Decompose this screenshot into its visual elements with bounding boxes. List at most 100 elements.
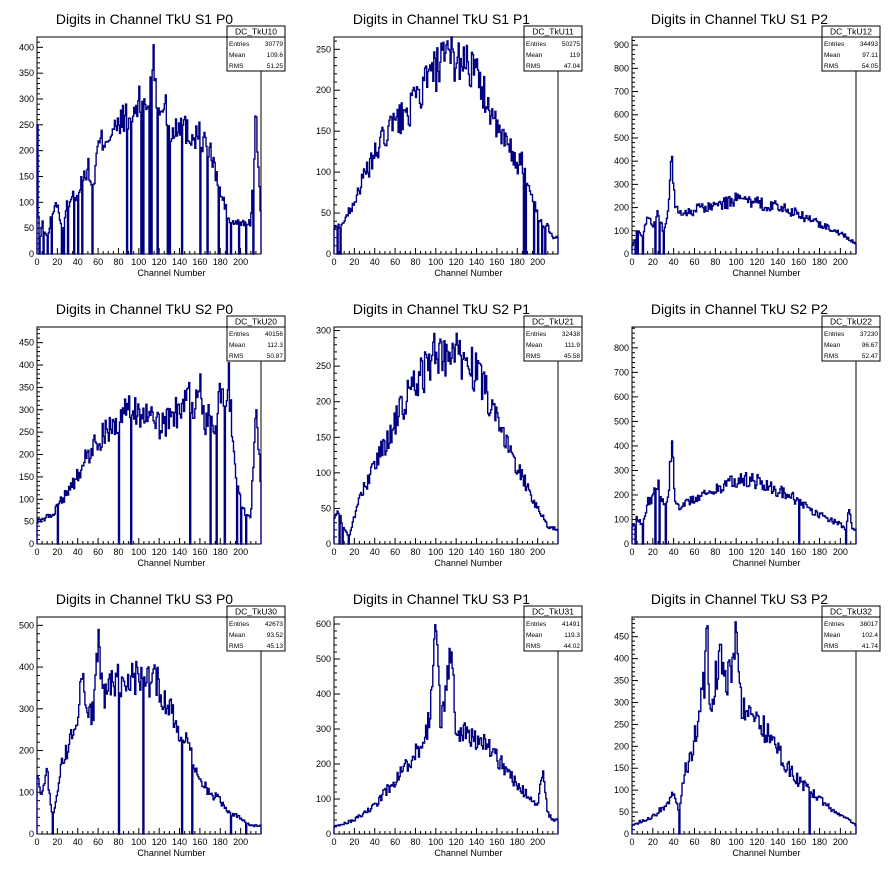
x-tick-label: 20 [349, 257, 359, 267]
x-tick-label: 160 [791, 547, 806, 557]
y-tick-label: 100 [19, 197, 34, 207]
stats-value: 30779 [265, 41, 283, 48]
y-tick-label: 150 [19, 472, 34, 482]
stats-value: 41.74 [862, 643, 879, 650]
x-tick-label: 0 [331, 837, 336, 847]
x-tick-label: 180 [213, 547, 228, 557]
stats-key: RMS [526, 643, 541, 650]
chart-panel: Digits in Channel TkU S3 P20501001502002… [614, 591, 881, 858]
stats-name: DC_TkU20 [235, 317, 277, 327]
y-tick-label: 700 [614, 87, 629, 97]
stats-value: 50275 [562, 41, 580, 48]
histogram-line [333, 624, 559, 834]
x-tick-label: 80 [710, 547, 720, 557]
stats-name: DC_TkU22 [830, 317, 872, 327]
y-tick-label: 200 [316, 85, 331, 95]
stats-value: 45.13 [267, 643, 284, 650]
y-tick-label: 100 [614, 514, 629, 524]
x-tick-label: 160 [192, 547, 207, 557]
x-tick-label: 180 [510, 257, 525, 267]
x-tick-label: 120 [750, 547, 765, 557]
x-tick-label: 180 [213, 257, 228, 267]
stats-value: 37230 [860, 331, 878, 338]
x-tick-label: 200 [233, 837, 248, 847]
y-tick-label: 300 [614, 179, 629, 189]
histogram-line [36, 362, 262, 545]
stats-key: Mean [229, 52, 246, 59]
x-axis-label: Channel Number [137, 268, 205, 278]
y-tick-label: 150 [316, 126, 331, 136]
histogram-line [36, 44, 262, 255]
x-axis-label: Channel Number [434, 558, 502, 568]
x-tick-label: 0 [34, 837, 39, 847]
stats-key: Entries [229, 621, 250, 628]
y-tick-label: 150 [19, 172, 34, 182]
x-tick-label: 120 [449, 547, 464, 557]
y-tick-label: 50 [24, 517, 34, 527]
x-tick-label: 0 [34, 257, 39, 267]
x-tick-label: 60 [390, 257, 400, 267]
x-tick-label: 20 [52, 257, 62, 267]
chart-title: Digits in Channel TkU S1 P0 [56, 11, 233, 27]
y-tick-label: 100 [316, 468, 331, 478]
chart-panel: Digits in Channel TkU S2 P10501001502002… [316, 301, 583, 568]
x-tick-label: 20 [648, 257, 658, 267]
x-axis-label: Channel Number [137, 558, 205, 568]
y-tick-label: 800 [614, 63, 629, 73]
x-tick-label: 60 [690, 837, 700, 847]
x-axis-label: Channel Number [732, 558, 800, 568]
x-tick-label: 0 [629, 837, 634, 847]
x-tick-label: 80 [113, 837, 123, 847]
x-tick-label: 20 [52, 837, 62, 847]
x-axis-label: Channel Number [732, 848, 800, 858]
x-tick-label: 40 [669, 837, 679, 847]
stats-key: RMS [229, 643, 244, 650]
x-tick-label: 20 [52, 547, 62, 557]
stats-box [226, 25, 286, 72]
stats-value: 32438 [562, 331, 580, 338]
stats-key: Mean [824, 52, 841, 59]
x-tick-label: 200 [833, 547, 848, 557]
chart-panel: Digits in Channel TkU S1 P00501001502002… [19, 11, 286, 278]
y-tick-label: 100 [19, 494, 34, 504]
y-tick-label: 100 [614, 785, 629, 795]
y-tick-label: 400 [614, 156, 629, 166]
x-tick-label: 60 [93, 837, 103, 847]
x-tick-label: 80 [410, 257, 420, 267]
stats-value: 45.58 [564, 353, 581, 360]
x-tick-label: 40 [370, 257, 380, 267]
stats-name: DC_TkU11 [532, 27, 574, 37]
y-tick-label: 600 [614, 110, 629, 120]
x-tick-label: 200 [833, 837, 848, 847]
stats-name: DC_TkU30 [235, 607, 277, 617]
chart-title: Digits in Channel TkU S2 P2 [651, 301, 828, 317]
plot-frame [631, 36, 857, 255]
x-tick-label: 40 [669, 257, 679, 267]
x-tick-label: 140 [770, 257, 785, 267]
stats-name: DC_TkU10 [235, 27, 277, 37]
x-axis-label: Channel Number [434, 268, 502, 278]
y-tick-label: 250 [19, 427, 34, 437]
stats-key: Entries [824, 331, 845, 338]
stats-value: 41491 [562, 621, 580, 628]
x-tick-label: 200 [833, 257, 848, 267]
x-tick-label: 40 [73, 257, 83, 267]
y-tick-label: 400 [19, 42, 34, 52]
x-tick-label: 100 [428, 837, 443, 847]
x-axis-label: Channel Number [137, 848, 205, 858]
stats-value: 34493 [860, 41, 878, 48]
stats-value: 112.3 [267, 342, 283, 349]
x-tick-label: 80 [710, 257, 720, 267]
stats-name: DC_TkU12 [830, 27, 872, 37]
x-tick-label: 140 [469, 547, 484, 557]
histogram-line [631, 155, 857, 255]
x-tick-label: 160 [791, 257, 806, 267]
histogram-line [631, 440, 857, 545]
x-tick-label: 60 [93, 547, 103, 557]
stats-name: DC_TkU31 [532, 607, 574, 617]
y-tick-label: 500 [614, 416, 629, 426]
stats-key: Entries [526, 41, 547, 48]
histogram-line [36, 628, 262, 835]
x-axis-label: Channel Number [732, 268, 800, 278]
y-tick-label: 450 [19, 338, 34, 348]
